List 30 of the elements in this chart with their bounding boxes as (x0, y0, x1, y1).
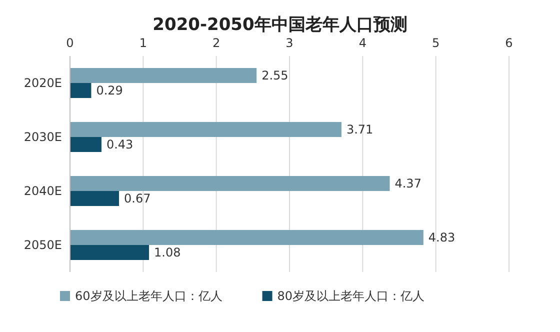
y-tick-label: 2050E (24, 238, 62, 252)
bar (70, 83, 92, 98)
y-tick-label: 2030E (24, 130, 62, 144)
y-tick-label: 2020E (24, 76, 62, 90)
data-label: 0.43 (106, 138, 134, 152)
bar (70, 245, 150, 260)
bar (70, 137, 102, 152)
x-tick-label: 6 (505, 36, 513, 50)
x-tick-label: 5 (432, 36, 440, 50)
x-tick-label: 4 (358, 36, 366, 50)
data-label: 0.67 (124, 192, 151, 206)
x-tick-label: 0 (66, 36, 74, 50)
bar (70, 230, 424, 245)
bar (70, 122, 342, 137)
bar (70, 176, 390, 191)
data-label: 2.55 (262, 68, 288, 82)
x-tick-label: 3 (286, 36, 294, 50)
x-tick-label: 1 (139, 36, 147, 50)
data-label: 3.71 (346, 122, 374, 136)
y-tick-label: 2040E (24, 184, 62, 198)
bar (70, 191, 120, 206)
data-label: 0.29 (96, 84, 123, 98)
x-tick-label: 2 (212, 36, 220, 50)
chart-title: 2020-2050年中国老年人口预测 (152, 15, 408, 35)
data-label: 1.08 (154, 246, 181, 260)
legend-label: 60岁及以上老年人口：亿人 (75, 289, 222, 303)
data-label: 4.37 (394, 176, 422, 190)
legend-label: 80岁及以上老年人口：亿人 (277, 289, 425, 303)
data-label: 4.83 (428, 230, 456, 244)
bar (70, 68, 257, 83)
